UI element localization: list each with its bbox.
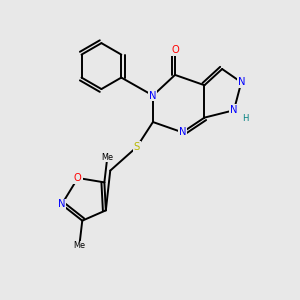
Text: Me: Me <box>101 153 113 162</box>
Text: N: N <box>230 105 238 115</box>
Text: H: H <box>242 114 248 123</box>
Text: N: N <box>149 91 157 100</box>
Text: N: N <box>178 127 186 137</box>
Text: N: N <box>238 77 245 87</box>
Text: S: S <box>134 142 140 152</box>
Text: O: O <box>171 45 179 55</box>
Text: Me: Me <box>73 241 85 250</box>
Text: O: O <box>74 173 82 183</box>
Text: N: N <box>58 200 65 209</box>
